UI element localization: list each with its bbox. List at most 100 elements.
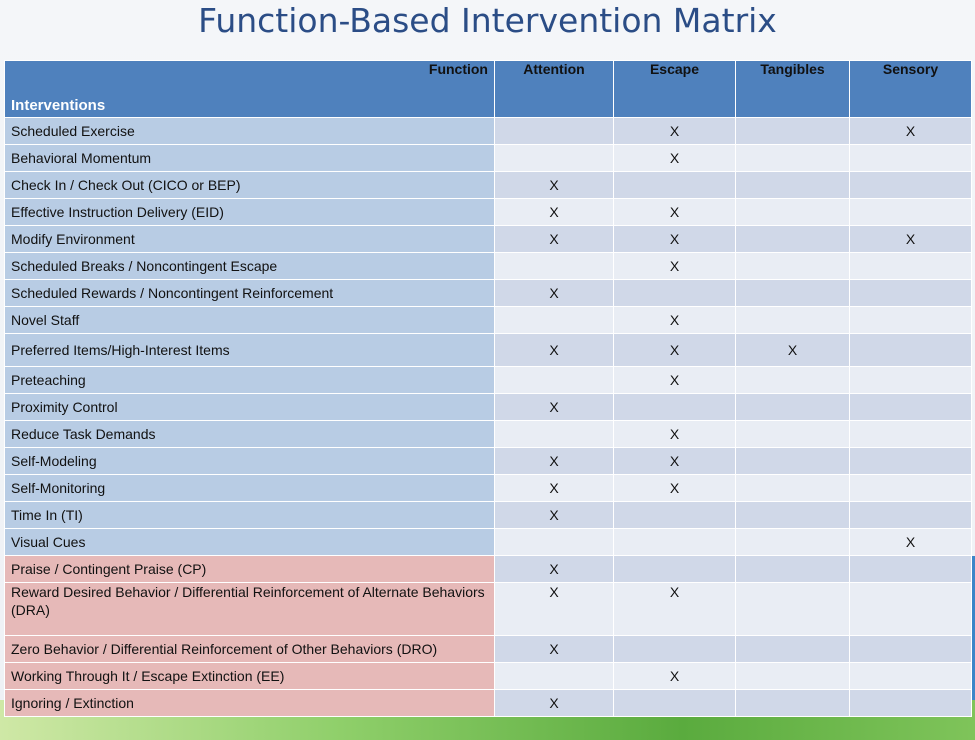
matrix-cell-escape: X [613,198,736,226]
mark-x: X [549,584,559,600]
intervention-label: Ignoring / Extinction [4,689,495,717]
matrix-cell-escape [613,555,736,583]
matrix-cell-escape: X [613,447,736,475]
matrix-cell-tangibles [735,662,850,690]
matrix-cell-tangibles [735,689,850,717]
matrix-cell-tangibles [735,555,850,583]
table-row: Visual Cues X [4,528,972,556]
matrix-cell-escape: X [613,225,736,253]
column-header-escape: Escape [613,60,736,118]
matrix-cell-attention: X [494,501,614,529]
mark-x: X [549,695,559,711]
matrix-cell-sensory [849,333,972,367]
mark-x: X [549,561,559,577]
matrix-cell-escape [613,279,736,307]
matrix-cell-tangibles [735,171,850,199]
table-row: Scheduled Exercise X X [4,117,972,145]
mark-x: X [549,342,559,358]
matrix-cell-attention [494,252,614,280]
matrix-cell-tangibles [735,279,850,307]
matrix-cell-sensory [849,635,972,663]
matrix-cell-sensory [849,252,972,280]
intervention-label: Working Through It / Escape Extinction (… [4,662,495,690]
matrix-cell-escape [613,689,736,717]
table-row: Reward Desired Behavior / Differential R… [4,582,972,636]
matrix-cell-tangibles [735,144,850,172]
matrix-cell-sensory [849,662,972,690]
table-row: Preteaching X [4,366,972,394]
matrix-cell-tangibles [735,528,850,556]
matrix-cell-sensory [849,144,972,172]
intervention-label: Reduce Task Demands [4,420,495,448]
table-row: Effective Instruction Delivery (EID) X X [4,198,972,226]
matrix-cell-sensory [849,447,972,475]
table-row: Proximity Control X [4,393,972,421]
intervention-label: Self-Modeling [4,447,495,475]
intervention-label: Effective Instruction Delivery (EID) [4,198,495,226]
matrix-cell-sensory [849,474,972,502]
table-row: Working Through It / Escape Extinction (… [4,662,972,690]
mark-x: X [905,123,916,139]
matrix-cell-sensory [849,279,972,307]
matrix-cell-attention: X [494,333,614,367]
matrix-cell-escape: X [613,252,736,280]
mark-x: X [669,480,680,496]
table-row: Scheduled Rewards / Noncontingent Reinfo… [4,279,972,307]
matrix-cell-escape: X [613,144,736,172]
matrix-cell-attention: X [494,689,614,717]
mark-x: X [669,372,680,388]
mark-x: X [669,258,680,274]
matrix-cell-tangibles [735,501,850,529]
intervention-label: Scheduled Rewards / Noncontingent Reinfo… [4,279,495,307]
table-row: Reduce Task Demands X [4,420,972,448]
matrix-cell-tangibles: X [735,333,850,367]
header-corner-cell: Function Interventions [4,60,495,118]
matrix-cell-attention: X [494,198,614,226]
intervention-label: Praise / Contingent Praise (CP) [4,555,495,583]
table-row: Praise / Contingent Praise (CP) X [4,555,972,583]
matrix-cell-sensory [849,171,972,199]
matrix-cell-escape: X [613,474,736,502]
matrix-cell-escape: X [613,420,736,448]
matrix-cell-sensory [849,393,972,421]
matrix-cell-tangibles [735,117,850,145]
matrix-cell-attention: X [494,474,614,502]
matrix-cell-attention: X [494,171,614,199]
matrix-cell-escape [613,635,736,663]
mark-x: X [669,342,680,358]
matrix-cell-escape: X [613,366,736,394]
matrix-cell-attention: X [494,635,614,663]
matrix-cell-tangibles [735,582,850,636]
matrix-cell-attention [494,662,614,690]
matrix-cell-escape [613,393,736,421]
matrix-cell-sensory [849,582,972,636]
matrix-cell-tangibles [735,225,850,253]
matrix-cell-tangibles [735,306,850,334]
table-row: Behavioral Momentum X [4,144,972,172]
matrix-cell-attention: X [494,279,614,307]
intervention-label: Preteaching [4,366,495,394]
matrix-cell-attention [494,117,614,145]
function-header-label: Function [428,61,488,77]
mark-x: X [669,453,680,469]
mark-x: X [669,204,680,220]
mark-x: X [549,177,559,193]
matrix-cell-sensory [849,689,972,717]
slide-title: Function-Based Intervention Matrix [198,1,777,40]
intervention-label: Reward Desired Behavior / Differential R… [4,582,495,636]
matrix-cell-escape [613,171,736,199]
matrix-cell-attention [494,528,614,556]
matrix-cell-escape: X [613,662,736,690]
matrix-cell-tangibles [735,198,850,226]
matrix-cell-tangibles [735,366,850,394]
matrix-cell-sensory [849,420,972,448]
matrix-cell-escape: X [613,306,736,334]
matrix-cell-sensory: X [849,528,972,556]
matrix-cell-tangibles [735,393,850,421]
matrix-cell-attention [494,144,614,172]
intervention-label: Modify Environment [4,225,495,253]
matrix-cell-sensory: X [849,225,972,253]
mark-x: X [549,641,559,657]
mark-x: X [905,231,916,247]
intervention-label: Proximity Control [4,393,495,421]
